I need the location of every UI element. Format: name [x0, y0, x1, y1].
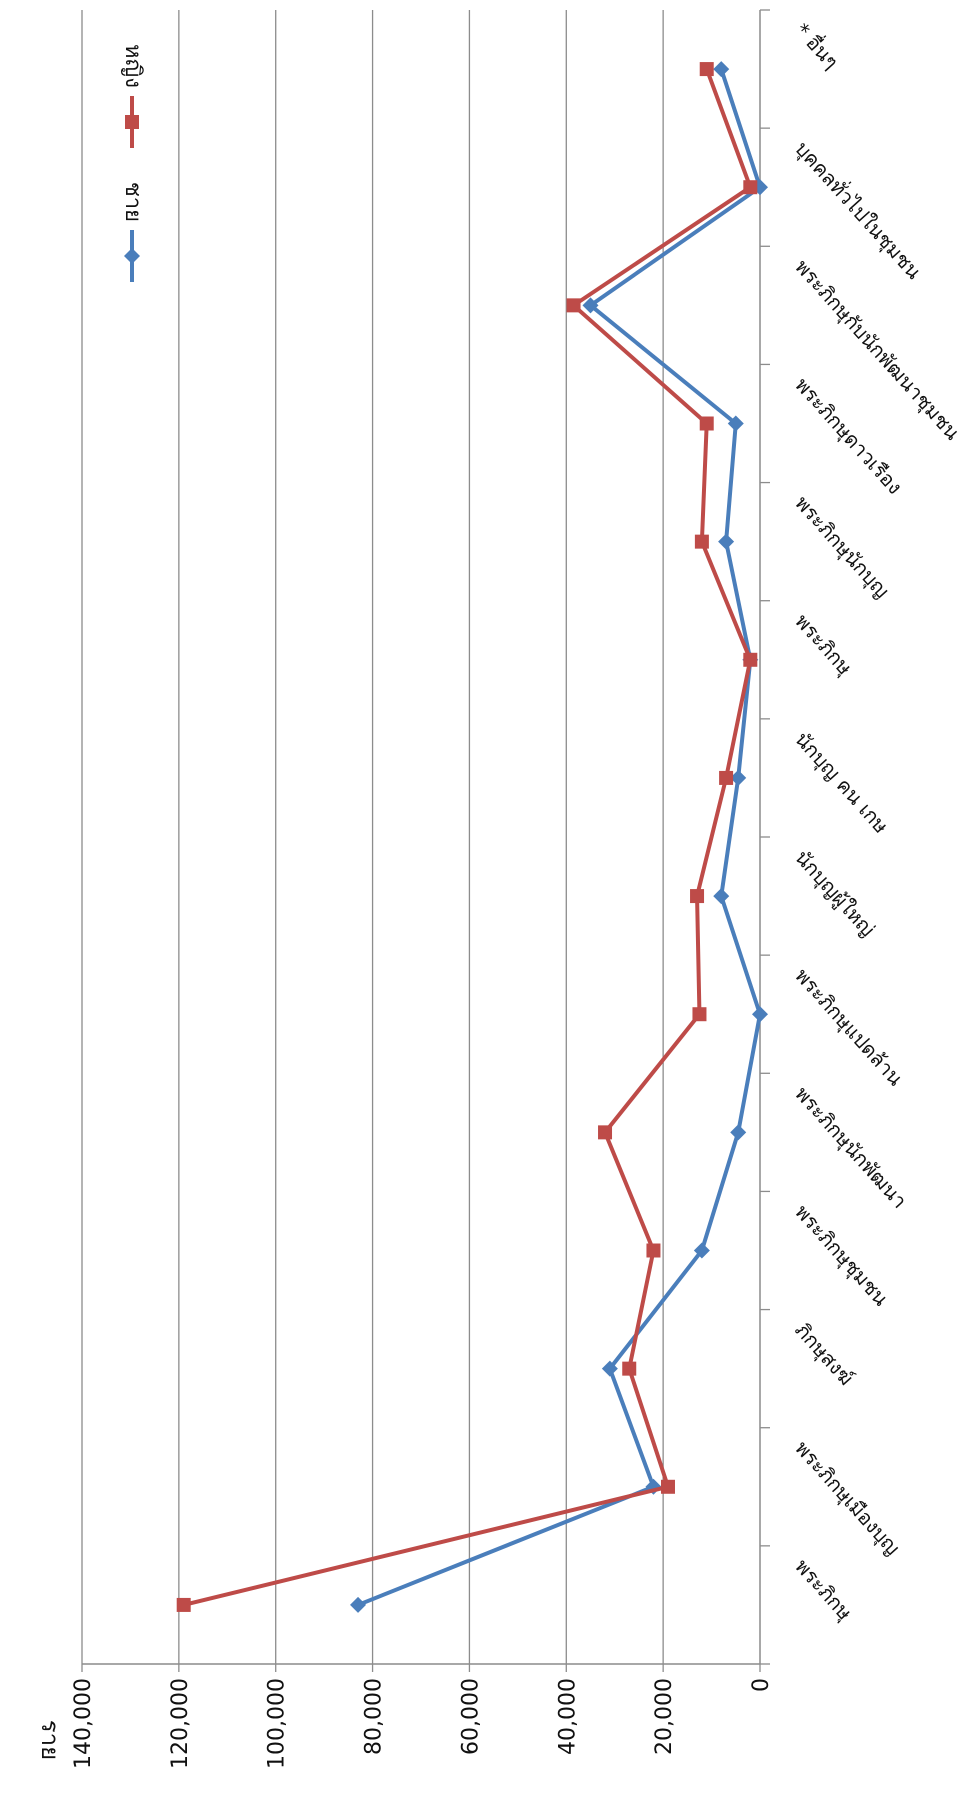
legend-marker-1 [124, 248, 140, 264]
data-point-1 [582, 297, 599, 314]
data-point-1 [350, 1596, 367, 1613]
value-tick-label: 100,000 [265, 1678, 290, 1769]
data-point-2 [566, 298, 581, 313]
category-label: ภิกษุสงฆ์ [790, 1318, 859, 1391]
data-point-1 [730, 1124, 747, 1141]
data-point-1 [713, 888, 730, 905]
legend-marker-2 [125, 115, 139, 129]
value-tick-label: 20,000 [652, 1678, 677, 1755]
series-line-1 [357, 68, 762, 1607]
data-point-1 [601, 1360, 618, 1377]
category-label: พระภิกษุนักพัฒนา [790, 1082, 912, 1214]
category-label: นักบุญ คน เกษ [790, 727, 894, 838]
y-axis-title: ราย [36, 1720, 64, 1760]
data-point-1 [713, 61, 730, 78]
series-line-2 [183, 68, 753, 1607]
data-point-2 [598, 1125, 613, 1140]
data-point-2 [622, 1361, 637, 1376]
value-tick-label: 140,000 [71, 1678, 96, 1769]
data-point-2 [719, 770, 734, 785]
data-point-1 [693, 1242, 710, 1259]
value-tick-label: 80,000 [362, 1678, 387, 1755]
series [176, 61, 768, 1613]
category-label: นักบุญผู้ใหญ่ [790, 845, 880, 941]
value-tick-label: 40,000 [555, 1678, 580, 1755]
category-label: พระภิกษุ [790, 1554, 858, 1625]
data-point-1 [718, 533, 735, 550]
data-point-2 [690, 889, 705, 904]
data-point-2 [743, 180, 758, 195]
data-point-2 [660, 1479, 675, 1494]
legend-label-1: ชาย [120, 182, 145, 222]
legend: ชาย หญิง [120, 44, 145, 282]
data-point-1 [730, 769, 747, 786]
data-point-1 [752, 1006, 768, 1023]
category-label: * อื่นๆ [790, 17, 845, 74]
category-label: พระภิกษุนักบุญ [790, 491, 895, 603]
category-label: พระภิกษุ [790, 609, 858, 680]
value-tick-label: 0 [749, 1678, 774, 1692]
category-label: พระภิกษุแปดล้าน [790, 964, 908, 1092]
value-tick-labels: 0 20,000 40,000 60,000 80,000 100,000 120,000 1… [71, 1678, 774, 1769]
data-point-2 [694, 534, 709, 549]
gridlines [81, 10, 664, 1664]
value-tick-label: 60,000 [458, 1678, 483, 1755]
data-point-2 [699, 62, 714, 77]
category-label: พระภิกษุเมืองบุญ [790, 1436, 905, 1560]
data-point-2 [692, 1007, 707, 1022]
legend-label-2: หญิง [120, 44, 145, 88]
data-point-2 [176, 1597, 191, 1612]
data-point-1 [727, 415, 744, 432]
category-label: พระภิกษุชุมชน [790, 1200, 894, 1311]
data-point-2 [699, 416, 714, 431]
data-point-2 [646, 1243, 661, 1258]
value-tick-label: 120,000 [168, 1678, 193, 1769]
axes [81, 9, 770, 1672]
category-labels: พระภิกษุพระภิกษุเมืองบุญภิกษุสงฆ์พระภิกษ… [790, 17, 965, 1625]
data-point-2 [743, 652, 758, 667]
category-label: พระภิกษุดาวเรือง [790, 373, 908, 500]
